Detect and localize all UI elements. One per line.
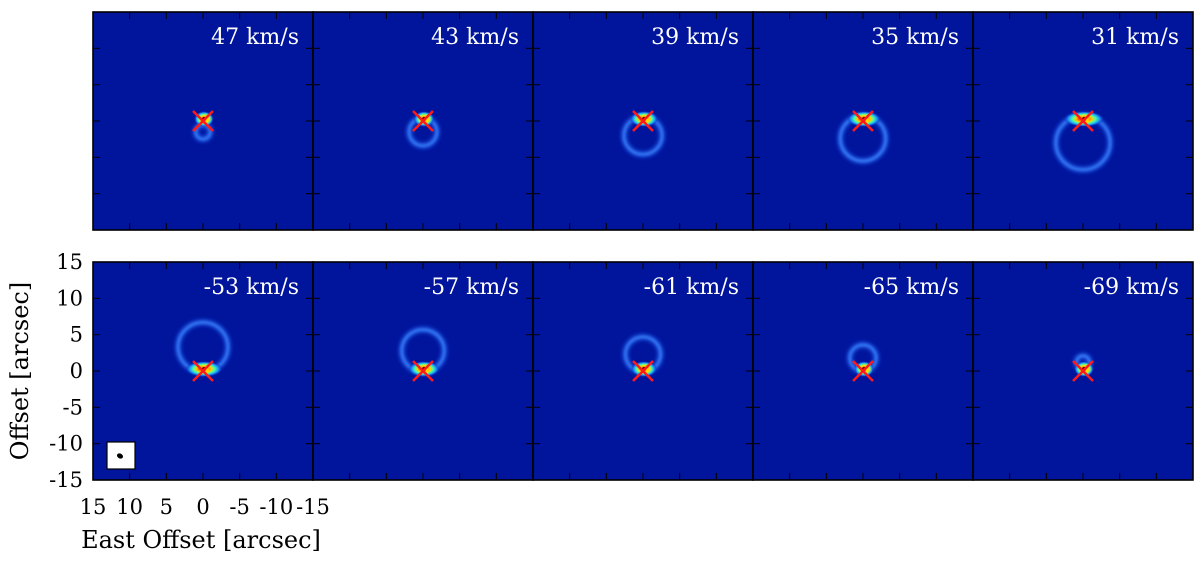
star-marker-stroke — [852, 360, 874, 382]
star-marker-stroke — [192, 110, 214, 132]
star-marker-stroke — [192, 360, 214, 382]
channel-panel: 43 km/s — [312, 11, 534, 231]
channel-panel: -53 km/s — [92, 261, 314, 481]
velocity-label: 35 km/s — [871, 25, 959, 50]
channel-panel: 39 km/s — [532, 11, 754, 231]
x-tick-label: 10 — [116, 495, 143, 519]
y-axis-title: Offset [arcsec] — [6, 282, 34, 460]
y-tick-label: 15 — [56, 250, 83, 274]
x-tick-label: -5 — [229, 495, 249, 519]
velocity-label: -69 km/s — [1084, 275, 1179, 300]
x-tick-label: -15 — [296, 495, 330, 519]
star-marker-stroke — [632, 110, 654, 132]
star-marker-stroke — [1072, 360, 1094, 382]
star-marker-stroke — [632, 360, 654, 382]
velocity-label: 43 km/s — [431, 25, 519, 50]
star-marker-stroke — [412, 360, 434, 382]
y-tick-label: -15 — [49, 468, 83, 492]
channel-panel: 35 km/s — [752, 11, 974, 231]
channel-panel: 47 km/s — [92, 11, 314, 231]
x-tick-label: -10 — [259, 495, 293, 519]
x-axis-title: East Offset [arcsec] — [81, 526, 321, 554]
channel-panel: -61 km/s — [532, 261, 754, 481]
velocity-label: -57 km/s — [424, 275, 519, 300]
channel-panel: 31 km/s — [972, 11, 1194, 231]
panel-frame — [972, 261, 1194, 481]
velocity-label: 47 km/s — [211, 25, 299, 50]
star-marker-stroke — [1072, 110, 1094, 132]
channel-panel: -69 km/s — [972, 261, 1194, 481]
velocity-label: 31 km/s — [1091, 25, 1179, 50]
y-tick-label: -5 — [63, 395, 83, 419]
beam-ellipse — [116, 453, 124, 459]
panel-ticks — [312, 261, 534, 481]
channel-panel: -57 km/s — [312, 261, 534, 481]
x-tick-label: 0 — [196, 495, 209, 519]
x-tick-label: 5 — [160, 495, 173, 519]
y-tick-label: 5 — [70, 323, 83, 347]
velocity-label: -65 km/s — [864, 275, 959, 300]
y-tick-label: 10 — [56, 286, 83, 310]
panels-layer: 47 km/s 43 km/s 39 km/s 35 km/s 31 km/s -53 k… — [92, 11, 1194, 481]
y-tick-label: 0 — [70, 359, 83, 383]
velocity-label: -61 km/s — [644, 275, 739, 300]
x-tick-label: 15 — [80, 495, 107, 519]
channel-panel: -65 km/s — [752, 261, 974, 481]
panel-frame — [972, 11, 1194, 231]
velocity-label: -53 km/s — [204, 275, 299, 300]
star-marker-stroke — [852, 110, 874, 132]
velocity-label: 39 km/s — [651, 25, 739, 50]
star-marker-stroke — [412, 110, 434, 132]
y-tick-label: -10 — [49, 432, 83, 456]
